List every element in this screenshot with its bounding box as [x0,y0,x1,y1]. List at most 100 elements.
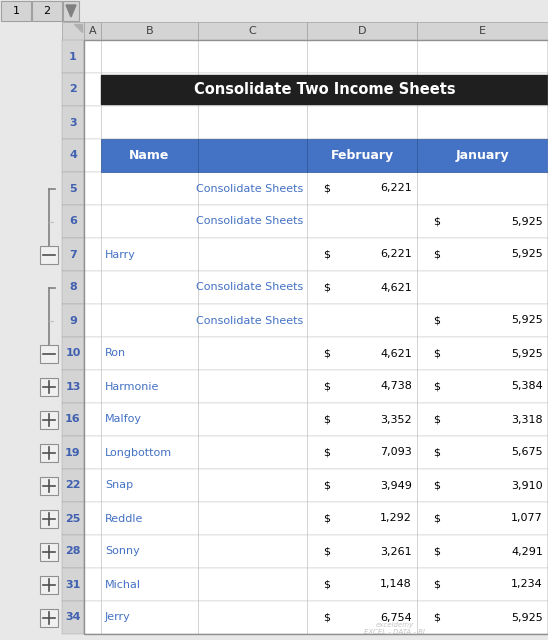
Bar [62,304,84,337]
Text: 9: 9 [69,316,77,326]
Text: Consolidate Two Income Sheets: Consolidate Two Income Sheets [193,82,455,97]
Bar [84,403,548,436]
Bar [1,1,31,21]
Text: 1,148: 1,148 [380,579,412,589]
Bar [62,337,84,370]
Bar [84,40,548,634]
Text: 5,925: 5,925 [511,612,543,623]
Bar [84,370,548,403]
Text: 19: 19 [65,447,81,458]
Polygon shape [66,5,76,17]
Bar [62,205,84,238]
Text: 16: 16 [65,415,81,424]
Bar [40,543,58,561]
Text: 31: 31 [65,579,81,589]
Bar [84,238,548,271]
Bar [62,502,84,535]
Text: Name: Name [129,149,170,162]
Bar [62,106,84,139]
Text: 6: 6 [69,216,77,227]
Text: Consolidate Sheets: Consolidate Sheets [196,216,303,227]
Text: 5,925: 5,925 [511,216,543,227]
Text: $: $ [323,513,330,524]
Bar [40,575,58,593]
Text: $: $ [433,216,440,227]
Text: Consolidate Sheets: Consolidate Sheets [196,316,303,326]
Bar [84,40,548,73]
Bar [40,410,58,429]
Text: 2: 2 [43,6,50,16]
Text: $: $ [323,184,330,193]
Bar [62,271,84,304]
Text: Sonny: Sonny [105,547,140,557]
Text: $: $ [433,250,440,259]
Bar [84,271,548,304]
Bar [62,568,84,601]
Text: January: January [456,149,509,162]
Text: A: A [89,26,96,36]
Bar [101,139,198,172]
Bar [62,403,84,436]
Text: 3: 3 [69,118,77,127]
Text: $: $ [323,349,330,358]
Bar [40,378,58,396]
Text: 34: 34 [65,612,81,623]
Text: 6,754: 6,754 [380,612,412,623]
Bar [84,139,548,172]
Bar [40,344,58,362]
Text: $: $ [323,415,330,424]
Text: Ron: Ron [105,349,126,358]
Text: $: $ [433,612,440,623]
Text: 3,318: 3,318 [511,415,543,424]
Bar [40,444,58,461]
Text: D: D [358,26,366,36]
Text: 8: 8 [69,282,77,292]
Text: $: $ [433,316,440,326]
Text: $: $ [323,381,330,392]
Bar [62,73,84,106]
Bar [84,469,548,502]
Text: $: $ [323,612,330,623]
Text: E: E [479,26,486,36]
Bar [62,436,84,469]
Bar [62,535,84,568]
Bar [62,172,84,205]
Text: 4,738: 4,738 [380,381,412,392]
Bar [62,370,84,403]
Text: Snap: Snap [105,481,133,490]
Bar [84,22,101,40]
Bar [84,337,548,370]
Bar [40,477,58,495]
Text: Michal: Michal [105,579,141,589]
Text: 5,925: 5,925 [511,349,543,358]
Text: February: February [330,149,393,162]
Bar [84,535,548,568]
Bar [198,139,307,172]
Bar [84,106,548,139]
Text: 5: 5 [69,184,77,193]
Text: 4,621: 4,621 [380,349,412,358]
Text: 4,291: 4,291 [511,547,543,557]
Bar [62,601,84,634]
Text: 2: 2 [69,84,77,95]
Text: $: $ [433,349,440,358]
Bar [101,22,198,40]
Polygon shape [74,24,82,32]
Text: 4,621: 4,621 [380,282,412,292]
Text: Reddle: Reddle [105,513,144,524]
Text: 6,221: 6,221 [380,184,412,193]
Bar [62,22,84,40]
Bar [84,568,548,601]
Bar [417,139,548,172]
Bar [417,22,548,40]
Bar [307,139,417,172]
Text: $: $ [323,282,330,292]
Text: Consolidate Sheets: Consolidate Sheets [196,184,303,193]
Bar [63,1,79,21]
Text: 13: 13 [65,381,81,392]
Text: 1,292: 1,292 [380,513,412,524]
Text: 3,949: 3,949 [380,481,412,490]
Text: 1: 1 [13,6,20,16]
Text: 5,925: 5,925 [511,316,543,326]
Bar [84,172,548,205]
